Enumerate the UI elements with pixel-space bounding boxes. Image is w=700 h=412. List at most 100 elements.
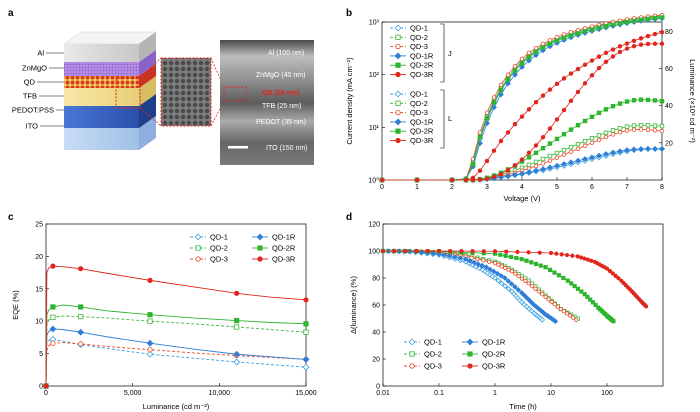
point-qd-3	[496, 262, 501, 267]
plot-c-ylabel: EQE (%)	[11, 290, 20, 320]
point-qd-1r	[452, 254, 458, 260]
point-l-qd-2	[645, 123, 651, 128]
point-qd-1r	[233, 350, 241, 358]
point-j-qd-3	[554, 34, 560, 40]
point-qd-3	[549, 299, 554, 304]
point-j-qd-2r	[638, 17, 644, 23]
point-l-qd-2	[610, 128, 616, 133]
point-l-qd-3r	[505, 167, 511, 173]
plot-c-xlabel: Luminance (cd m⁻²)	[143, 402, 210, 411]
point-j-qd-2r	[659, 15, 665, 20]
point-qd-2r	[50, 304, 56, 310]
point-j-qd-1r	[512, 71, 518, 78]
point-l-qd-3r	[554, 117, 560, 122]
point-l-qd-2r	[561, 132, 567, 137]
point-qd-1	[233, 358, 241, 366]
point-l-qd-1r	[652, 145, 658, 152]
point-qd-3r	[43, 383, 49, 389]
legend-marker-qd-3	[395, 110, 401, 116]
point-qd-3	[540, 292, 545, 297]
point-qd-2r	[543, 265, 548, 270]
point-j-qd-3r	[554, 81, 560, 87]
point-l-qd-1r	[561, 161, 567, 167]
point-j-qd-3r	[477, 168, 483, 173]
point-qd-3	[481, 258, 486, 263]
plot-c-series	[42, 263, 310, 390]
point-qd-2r	[234, 317, 240, 324]
tem-cross-section: Al (100 nm) ZnMgO (40 nm) QD (20 nm) TFB…	[220, 40, 314, 165]
point-qd-2r	[519, 256, 524, 262]
legend-marker-qd-2r	[467, 351, 473, 357]
plot-c-xtick: 5,000	[124, 390, 142, 397]
series-qd-3	[382, 250, 577, 321]
point-l-qd-3	[575, 146, 581, 151]
plot-d-xtick: 1	[493, 390, 497, 397]
point-j-qd-2r	[645, 16, 651, 22]
point-qd-3	[573, 317, 579, 322]
point-l-qd-2r	[631, 98, 637, 103]
point-qd-3r	[570, 253, 575, 258]
point-l-qd-3r	[533, 143, 539, 148]
legend-entry-qd-1r: QD-1R	[410, 117, 434, 126]
nanocrystal-micrograph	[160, 57, 212, 127]
plot-b-ytick-right: 40	[665, 103, 673, 110]
legend-marker-qd-2	[195, 245, 201, 251]
plot-b-xlabel: Voltage (V)	[503, 194, 541, 203]
point-l-qd-2	[526, 162, 532, 168]
point-qd-3	[516, 274, 521, 279]
plot-d-ylabel: Δ(luminance) (%)	[349, 276, 358, 334]
plot-c-ytick: 5	[39, 351, 43, 358]
point-l-qd-3r	[645, 41, 651, 47]
point-qd-3	[561, 309, 566, 314]
point-l-qd-3r	[659, 41, 665, 46]
legend-marker-qd-1	[194, 233, 202, 241]
point-qd-3	[558, 306, 563, 312]
plot-b-xtick: 6	[590, 184, 594, 191]
point-l-qd-2	[554, 150, 560, 156]
point-l-qd-2	[561, 147, 567, 153]
point-qd-1r	[505, 278, 512, 284]
legend-marker-qd-3	[195, 256, 201, 262]
point-j-qd-2r	[540, 45, 546, 50]
legend-entry-qd-3: QD-3	[410, 42, 428, 51]
plot-d-series	[380, 248, 649, 324]
layer-label-pedot: PEDOT:PSS	[12, 106, 54, 115]
point-j-qd-3r	[519, 114, 525, 119]
legend-entry-qd-2: QD-2	[424, 350, 442, 359]
point-l-qd-2	[652, 123, 658, 128]
point-l-qd-3	[540, 161, 546, 166]
point-qd-3r	[548, 250, 554, 256]
point-qd-1r	[77, 328, 85, 336]
point-l-qd-1r	[575, 157, 581, 164]
tem-label-qd: QD (20 nm)	[262, 90, 299, 97]
point-qd-3	[555, 304, 560, 309]
plot-d-ytick: 120	[368, 222, 380, 229]
legend-entry-qd-3: QD-3	[410, 108, 428, 117]
plot-d-xtick: 10	[547, 390, 555, 397]
point-qd-2r	[547, 267, 553, 273]
point-qd-3	[519, 276, 525, 281]
series-qd-3r	[45, 265, 307, 387]
plot-b-ylabel-left: Current density (mA cm⁻²)	[345, 57, 354, 145]
point-l-qd-3r	[631, 43, 637, 49]
point-qd-3r	[559, 252, 564, 257]
point-j-qd-2r	[498, 87, 504, 92]
point-j-qd-2r	[470, 161, 476, 167]
point-j-qd-3r	[652, 31, 658, 37]
point-l-qd-2	[540, 156, 546, 162]
point-l-qd-3r	[617, 49, 623, 55]
legend-entry-qd-1: QD-1	[410, 90, 428, 99]
point-qd-2r	[575, 286, 581, 291]
point-qd-1	[302, 363, 310, 371]
point-qd-1r	[490, 268, 497, 275]
plot-b-xtick: 0	[380, 184, 384, 191]
point-qd-3	[499, 264, 504, 269]
plot-b-xtick: 4	[520, 184, 524, 191]
point-qd-3r	[380, 248, 386, 254]
point-j-qd-3	[491, 95, 497, 100]
point-qd-3	[509, 269, 514, 274]
point-qd-2r	[533, 261, 539, 267]
pedot-layer	[64, 106, 139, 128]
point-qd-3r	[425, 248, 430, 254]
point-qd-3	[546, 297, 551, 302]
